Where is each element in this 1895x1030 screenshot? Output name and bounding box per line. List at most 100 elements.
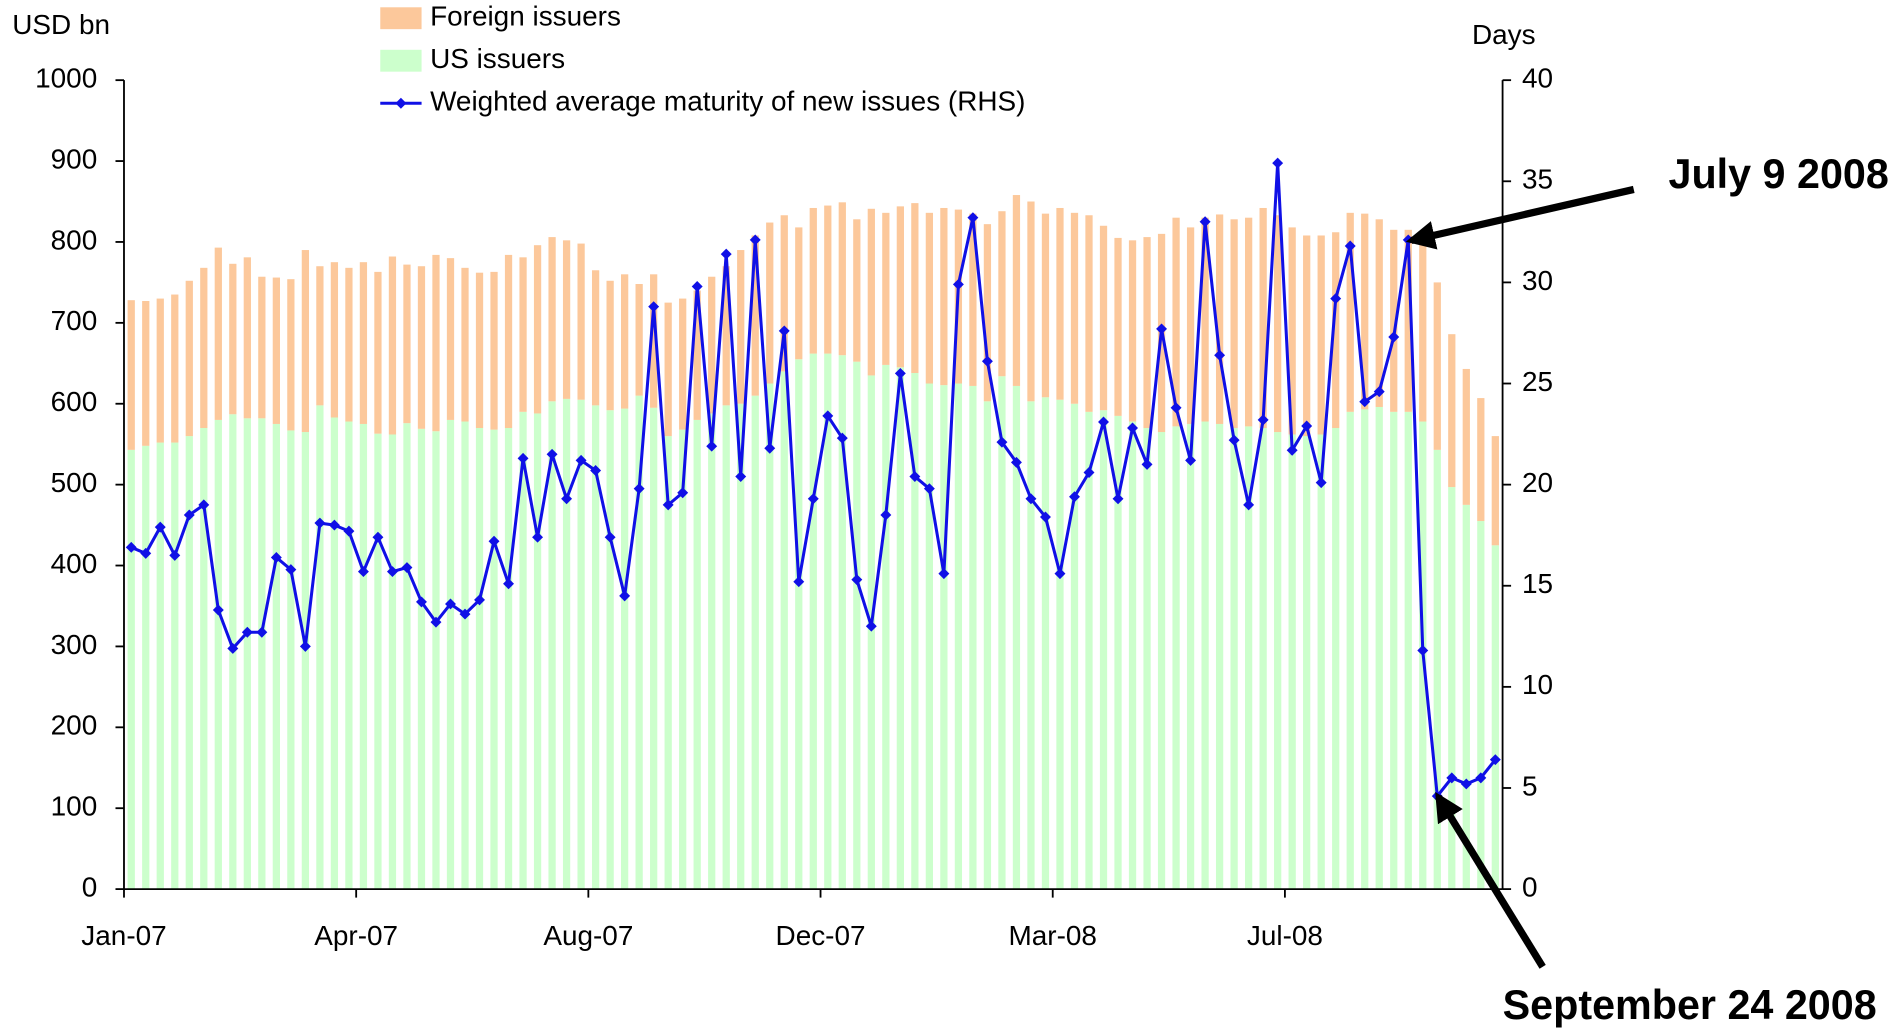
legend-label: Foreign issuers: [430, 1, 621, 32]
x-tick-label: Dec-07: [776, 920, 866, 951]
line-marker: [532, 531, 544, 543]
bar: [925, 212, 934, 384]
y-tick-label: 300: [51, 629, 98, 660]
bar: [1332, 428, 1340, 890]
bar: [272, 423, 280, 890]
bar: [345, 267, 353, 422]
bar: [1027, 201, 1035, 402]
bar: [693, 290, 701, 420]
y2-tick-label: 15: [1522, 568, 1553, 599]
bar: [766, 222, 774, 384]
bar: [983, 224, 992, 402]
bar: [1375, 406, 1383, 890]
line-marker: [1069, 491, 1080, 503]
line-marker: [1112, 493, 1124, 505]
bar: [1462, 368, 1470, 505]
bar: [1230, 428, 1238, 890]
bar: [330, 417, 339, 890]
bar: [490, 271, 498, 430]
bar: [664, 436, 672, 890]
bar: [737, 403, 745, 890]
legend-marker: [395, 97, 407, 109]
bar: [185, 280, 193, 437]
legend-label: Weighted average maturity of new issues …: [430, 86, 1025, 117]
y-tick-label: 0: [82, 871, 98, 902]
bar: [403, 264, 411, 424]
line-marker: [1257, 414, 1269, 426]
bar: [1070, 212, 1079, 404]
bar: [867, 375, 875, 890]
line-marker: [677, 487, 689, 499]
bar: [1477, 521, 1485, 890]
bar: [911, 203, 919, 374]
bar: [1404, 411, 1412, 890]
line-marker: [1040, 511, 1051, 523]
bar: [650, 407, 658, 890]
y2-tick-label: 10: [1522, 669, 1553, 700]
bar: [1012, 385, 1021, 890]
bar: [1070, 403, 1079, 890]
line-marker: [720, 248, 732, 260]
bar: [650, 274, 658, 408]
line-marker: [662, 499, 674, 511]
line-marker: [604, 531, 616, 543]
bar: [853, 219, 861, 362]
line-marker: [386, 566, 398, 578]
line-marker: [285, 564, 297, 576]
line-marker: [1185, 454, 1197, 466]
line-marker: [357, 566, 369, 578]
bar: [591, 270, 600, 406]
line-marker: [1460, 778, 1472, 790]
line-marker: [198, 499, 210, 511]
bar: [896, 367, 904, 890]
bar: [780, 215, 788, 372]
bar: [229, 263, 237, 415]
bar: [330, 262, 339, 418]
bar: [1186, 227, 1195, 424]
bar: [446, 419, 455, 890]
bar: [1085, 411, 1093, 890]
bar: [722, 405, 730, 890]
bar: [606, 410, 614, 890]
bar: [214, 419, 222, 890]
bar: [156, 442, 164, 890]
y-tick-label: 1000: [35, 63, 97, 94]
bar: [504, 254, 513, 429]
bar: [156, 298, 164, 443]
bar: [475, 272, 484, 429]
line-marker: [416, 596, 427, 608]
bar: [1303, 235, 1311, 437]
bar: [200, 267, 208, 429]
bar: [911, 373, 919, 890]
line-marker: [1243, 499, 1255, 511]
bar: [824, 205, 832, 354]
bar: [896, 206, 904, 368]
y2-tick-label: 35: [1522, 164, 1553, 195]
bar: [1143, 428, 1151, 890]
bar: [925, 383, 934, 890]
line-marker: [793, 576, 805, 588]
bar: [679, 429, 687, 890]
bar: [316, 405, 324, 890]
bar: [664, 302, 672, 437]
line-marker: [1054, 568, 1066, 580]
y-tick-label: 100: [51, 791, 98, 822]
bar: [1491, 545, 1499, 890]
bar: [562, 240, 571, 399]
line-marker: [517, 452, 529, 464]
bar: [142, 301, 150, 446]
line-marker: [314, 517, 326, 529]
line-marker: [1315, 477, 1327, 489]
line-marker: [1475, 772, 1487, 784]
y2-tick-label: 20: [1522, 467, 1553, 498]
bar: [1346, 411, 1354, 890]
bar: [258, 276, 266, 419]
bar: [1201, 217, 1209, 422]
line-marker: [735, 471, 747, 483]
bar: [533, 413, 542, 890]
y2-tick-label: 25: [1522, 366, 1553, 397]
bar: [287, 430, 295, 890]
bar: [577, 399, 585, 890]
x-tick-label: Jan-07: [81, 920, 166, 951]
line-marker: [952, 278, 964, 290]
